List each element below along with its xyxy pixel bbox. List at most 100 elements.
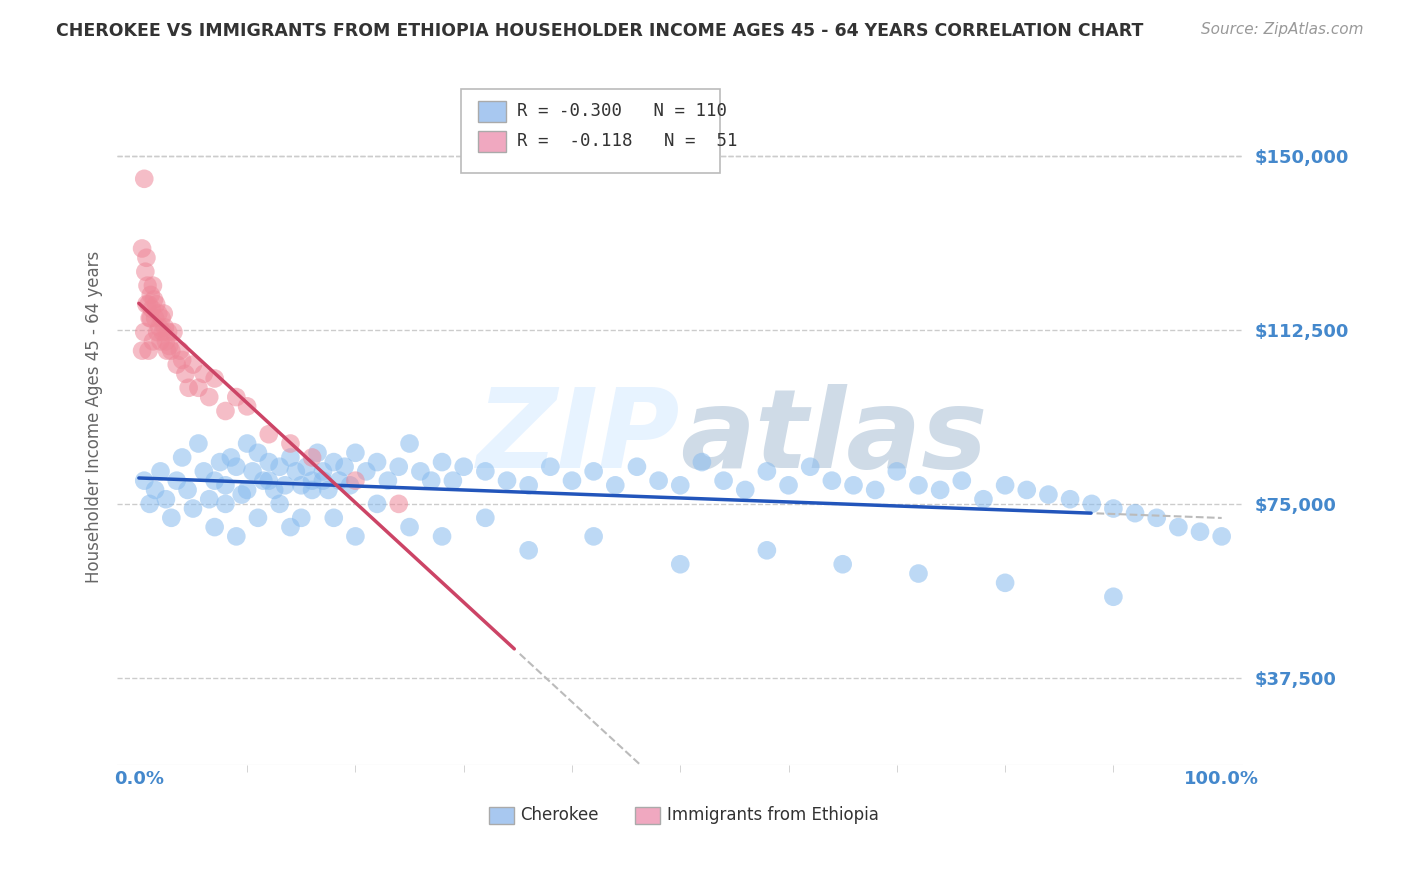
Point bbox=[322, 455, 344, 469]
Text: R =  -0.118   N =  51: R = -0.118 N = 51 bbox=[517, 132, 738, 150]
Point bbox=[274, 478, 297, 492]
Point bbox=[135, 251, 157, 265]
Point bbox=[950, 474, 973, 488]
Point bbox=[755, 543, 778, 558]
Point bbox=[177, 381, 200, 395]
Point bbox=[187, 381, 209, 395]
Point bbox=[1015, 483, 1038, 497]
Point bbox=[280, 436, 302, 450]
Point bbox=[156, 343, 179, 358]
Point bbox=[907, 478, 929, 492]
Point bbox=[148, 306, 170, 320]
Point bbox=[231, 487, 253, 501]
Point bbox=[929, 483, 952, 497]
FancyBboxPatch shape bbox=[478, 102, 506, 122]
Point bbox=[734, 483, 756, 497]
Point bbox=[409, 464, 432, 478]
Point bbox=[690, 455, 713, 469]
Point bbox=[136, 278, 159, 293]
Point bbox=[582, 464, 605, 478]
Point bbox=[284, 464, 307, 478]
Point bbox=[669, 558, 692, 572]
Point bbox=[538, 459, 561, 474]
Point bbox=[225, 390, 247, 404]
Point bbox=[146, 325, 169, 339]
Point bbox=[669, 478, 692, 492]
Point bbox=[863, 483, 886, 497]
Point bbox=[143, 311, 166, 326]
Point bbox=[1080, 497, 1102, 511]
Point bbox=[214, 478, 236, 492]
Point bbox=[333, 459, 356, 474]
Point bbox=[496, 474, 519, 488]
Point bbox=[134, 171, 156, 186]
Point bbox=[139, 311, 162, 326]
Point bbox=[994, 478, 1017, 492]
Point bbox=[366, 455, 388, 469]
Point bbox=[290, 478, 312, 492]
Point bbox=[138, 497, 160, 511]
Point bbox=[149, 334, 172, 349]
Point bbox=[388, 497, 411, 511]
Point bbox=[236, 400, 259, 414]
Point bbox=[972, 492, 994, 507]
Point bbox=[1167, 520, 1189, 534]
Point bbox=[209, 455, 232, 469]
Point bbox=[155, 334, 177, 349]
Point bbox=[131, 343, 153, 358]
Point bbox=[142, 334, 165, 349]
Point bbox=[301, 450, 323, 465]
Text: Cherokee: Cherokee bbox=[520, 805, 599, 823]
Point bbox=[1059, 492, 1081, 507]
FancyBboxPatch shape bbox=[478, 131, 506, 153]
Point bbox=[907, 566, 929, 581]
Point bbox=[322, 511, 344, 525]
Point bbox=[225, 459, 247, 474]
Point bbox=[517, 478, 540, 492]
Point bbox=[138, 311, 160, 326]
Point bbox=[176, 483, 198, 497]
Point bbox=[301, 483, 323, 497]
Point bbox=[246, 446, 269, 460]
Point bbox=[398, 436, 420, 450]
Point bbox=[142, 278, 165, 293]
Point bbox=[172, 450, 194, 465]
Point bbox=[198, 492, 221, 507]
Point bbox=[155, 492, 177, 507]
Point bbox=[420, 474, 443, 488]
Point bbox=[166, 474, 188, 488]
Point bbox=[886, 464, 908, 478]
Y-axis label: Householder Income Ages 45 - 64 years: Householder Income Ages 45 - 64 years bbox=[86, 251, 103, 583]
Point bbox=[219, 450, 242, 465]
Point bbox=[1102, 501, 1125, 516]
Point bbox=[169, 343, 191, 358]
Point bbox=[280, 450, 302, 465]
Point bbox=[135, 297, 157, 311]
Point bbox=[157, 325, 180, 339]
Point bbox=[141, 301, 163, 316]
Point bbox=[236, 483, 259, 497]
Point bbox=[1188, 524, 1211, 539]
Point bbox=[174, 367, 197, 381]
Point bbox=[582, 529, 605, 543]
Point bbox=[150, 311, 173, 326]
Point bbox=[713, 474, 735, 488]
Point bbox=[246, 511, 269, 525]
Point bbox=[318, 483, 340, 497]
Point bbox=[134, 474, 156, 488]
Point bbox=[366, 497, 388, 511]
Point bbox=[157, 339, 180, 353]
Point bbox=[138, 297, 160, 311]
Point bbox=[172, 353, 194, 368]
Point bbox=[225, 529, 247, 543]
Point bbox=[166, 358, 188, 372]
Point bbox=[214, 497, 236, 511]
Point bbox=[561, 474, 583, 488]
Point bbox=[1146, 511, 1168, 525]
Point bbox=[295, 459, 318, 474]
Point bbox=[778, 478, 800, 492]
Point bbox=[344, 474, 367, 488]
Text: Source: ZipAtlas.com: Source: ZipAtlas.com bbox=[1201, 22, 1364, 37]
Point bbox=[280, 520, 302, 534]
Point bbox=[1211, 529, 1233, 543]
